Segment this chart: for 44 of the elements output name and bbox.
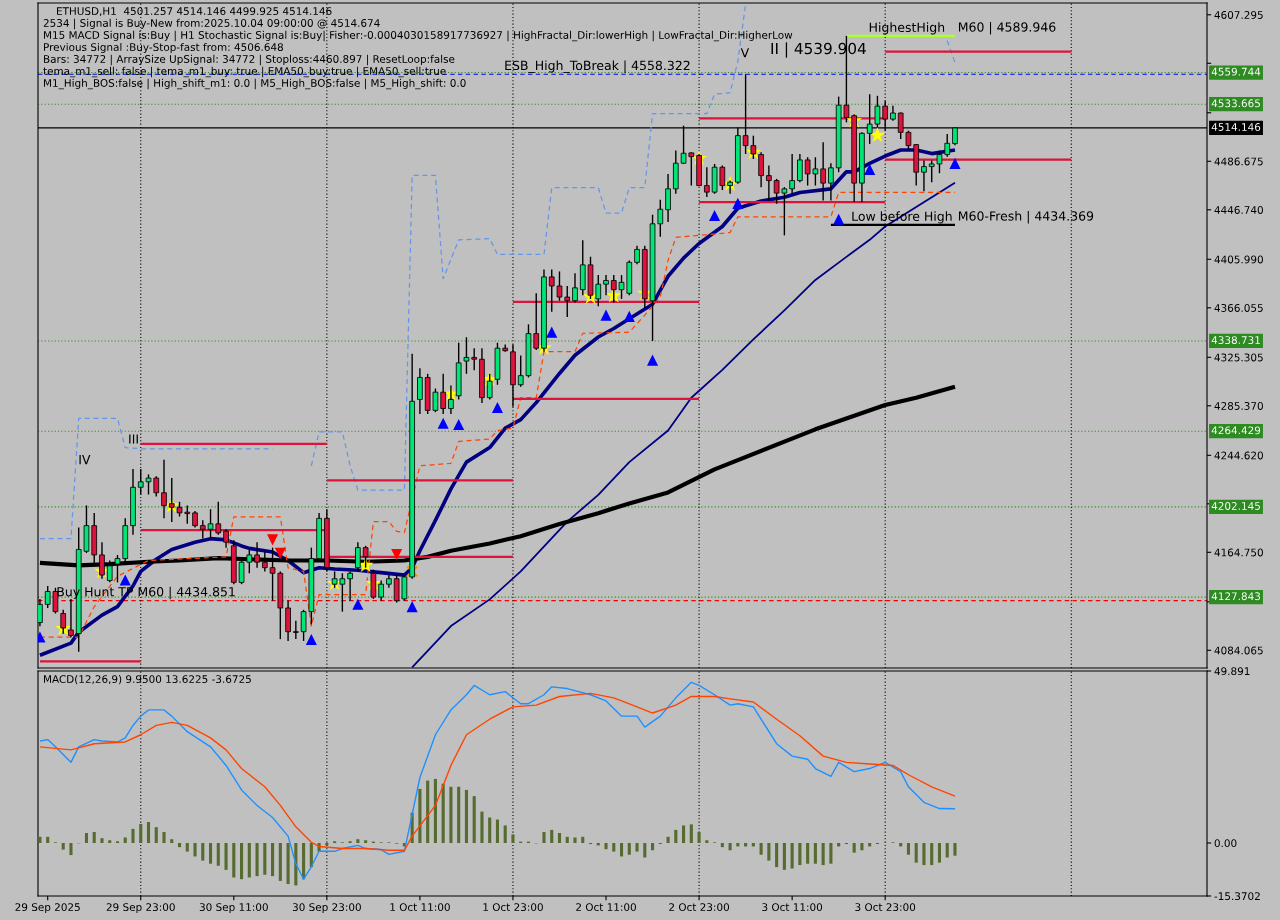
annotation: M60-Fresh | 4434.369 [958,210,1094,224]
annotation: ESB_High_ToBreak | 4558.322 [505,60,690,73]
ref-line-label: 4127.843 [1211,592,1261,601]
chart-title: MACD(12,26,9) 9.9500 13.6225 -3.6725 [44,674,251,685]
y-tick-label: 4244.620 [1214,451,1263,460]
y-tick-label: 4486.675 [1214,157,1263,166]
ref-line-label: 4202.145 [1211,502,1260,510]
y-tick-label: 4446.740 [1214,206,1263,214]
chart-title: ETHUSD,H1 4501.257 4514.146 4499.925 4514.146 [57,7,332,17]
y-tick-label: 49.891 [1214,667,1250,676]
ref-line-label: 4514.146 [1211,123,1261,131]
y-tick-label: 4164.750 [1214,548,1263,557]
annotation: Bars: 34772 | ArraySize UpSignal: 34772 | Stoploss:4460.897 | ResetLoop:false [44,54,455,66]
x-tick-label: 2 Oct 23:00 [669,903,730,912]
y-tick-label: 4084.065 [1214,646,1263,655]
x-tick-label: 1 Oct 11:00 [390,903,450,912]
annotation: V [740,48,750,58]
x-tick-label: 3 Oct 11:00 [762,903,823,912]
y-tick-label: 4325.305 [1214,353,1263,362]
ref-line-label: 4264.429 [1211,426,1261,435]
x-tick-label: 29 Sep 2025 [15,903,80,914]
annotation: M15 MACD Signal is:Buy | H1 Stochastic Signal is:Buy| Fisher:-0.0004030158917736927 | HighFractal_Dir:lowerHigh | LowFractal_Dir:HigherLow [44,30,793,42]
ref-line-label: 4559.744 [1211,67,1261,76]
y-tick-label: 4366.055 [1214,304,1263,312]
x-tick-label: 30 Sep 23:00 [292,903,361,914]
y-tick-label: -15.3702 [1214,892,1260,901]
annotation: 2534 | Signal is Buy-New from:2025.10.04 09:00:00 @ 4514.674 [43,18,380,30]
annotation: Previous Signal :Buy-Stop-fast from: 4506.648 [44,42,283,54]
x-tick-label: 2 Oct 11:00 [576,903,636,912]
annotation: M1_High_BOS:false | High_shift_m1: 0.0 | M5_High_BOS:false | M5_High_shift: 0.0 [44,78,466,90]
y-tick-label: 0.00 [1214,839,1237,848]
annotation: IV [79,455,91,465]
annotation: M60 | 4589.946 [958,21,1056,35]
annotation: HighestHigh [869,22,945,35]
x-tick-label: 30 Sep 11:00 [199,903,268,914]
ref-line-label: 4338.731 [1211,336,1260,345]
y-tick-label: 4285.370 [1214,402,1263,410]
x-tick-label: 3 Oct 23:00 [855,903,916,912]
y-tick-label: 4607.295 [1214,11,1263,19]
x-tick-label: 1 Oct 23:00 [483,903,543,912]
annotation: III [129,434,138,444]
ref-line-label: 4533.665 [1211,99,1260,108]
y-tick-label: 4405.990 [1214,255,1263,264]
x-tick-label: 29 Sep 23:00 [106,903,175,914]
